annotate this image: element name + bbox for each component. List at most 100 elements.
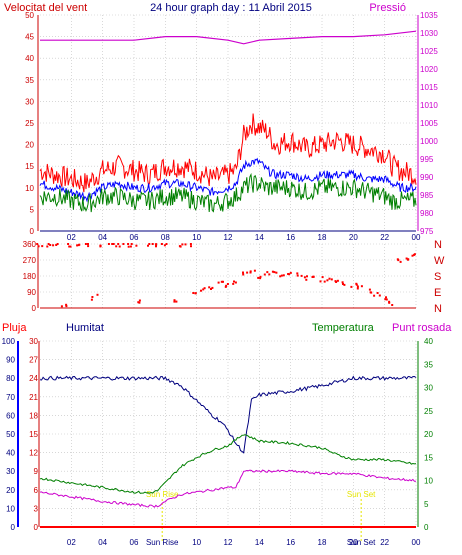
p3-x-tick: 04: [98, 538, 107, 547]
p1-left-tick: 45: [25, 33, 34, 42]
dewpoint-label: Punt rosada: [392, 322, 452, 334]
p2-direction-point: [266, 271, 269, 274]
p2-direction-point: [189, 243, 192, 245]
p2-direction-point: [321, 276, 324, 279]
p1-left-tick: 5: [30, 205, 35, 214]
p2-direction-point: [384, 298, 387, 301]
p2-direction-point: [151, 243, 154, 245]
p1-x-tick: 08: [161, 233, 170, 242]
p2-direction-point: [36, 243, 39, 245]
p3-temp-tick: 40: [424, 337, 433, 346]
p1-left-tick: 0: [30, 227, 35, 236]
p2-direction-point: [336, 279, 339, 282]
p2-direction-point: [90, 298, 93, 301]
p2-direction-point: [342, 283, 344, 285]
p3-humidity-tick: 60: [6, 411, 15, 420]
p1-right-tick: 1030: [420, 29, 438, 38]
p2-direction-point: [175, 300, 178, 303]
p2-direction-point: [356, 285, 359, 288]
p2-y-tick: 0: [32, 304, 37, 313]
p2-direction-point: [411, 254, 414, 257]
p2-direction-point: [112, 243, 115, 245]
wind-direction-panel: 0 N 90 E 180 S 270 W 360 N: [23, 239, 445, 315]
p2-direction-point: [355, 283, 358, 286]
p2-direction-point: [288, 273, 290, 276]
p2-direction-point: [68, 245, 71, 248]
p3-x-tick: 12: [224, 538, 233, 547]
temperature-humidity-panel: 0369121518212427300102030405060708090100…: [2, 337, 434, 547]
p1-left-tick: 20: [25, 141, 34, 150]
p3-series-Temperatura: [39, 434, 417, 494]
p2-direction-point: [399, 260, 402, 263]
p1-x-tick: 16: [286, 233, 295, 242]
p1-left-tick: 25: [25, 119, 34, 128]
rain-label: Pluja: [2, 322, 27, 334]
p2-compass-label: S: [434, 271, 441, 283]
p3-x-tick: 18: [318, 538, 327, 547]
p1-x-tick: 06: [130, 233, 139, 242]
p3-series-Punt rosada: [39, 469, 416, 508]
p2-direction-point: [350, 285, 353, 288]
p2-direction-point: [232, 282, 235, 285]
p1-x-tick: 04: [98, 233, 107, 242]
p2-direction-point: [234, 281, 237, 284]
p2-direction-point: [319, 280, 322, 283]
p3-humidity-tick: 30: [6, 467, 15, 476]
p3-x-tick: 10: [192, 538, 201, 547]
p3-humidity-tick: 0: [11, 523, 16, 532]
p2-direction-point: [405, 257, 408, 260]
p2-direction-point: [360, 285, 363, 288]
p3-humidity-tick: 90: [6, 356, 15, 365]
p2-direction-point: [69, 245, 72, 248]
p3-humidity-tick: 70: [6, 393, 15, 402]
p3-sun-axis-label: Sun Rise: [146, 538, 179, 547]
p2-direction-point: [190, 245, 192, 248]
p2-direction-point: [330, 278, 333, 281]
p2-direction-point: [300, 274, 303, 277]
p2-direction-point: [91, 296, 94, 298]
p3-rain-tick: 6: [34, 486, 39, 495]
p2-direction-point: [271, 270, 274, 273]
p2-direction-point: [129, 245, 132, 248]
p2-direction-point: [208, 286, 211, 289]
p2-direction-point: [155, 245, 157, 248]
p2-direction-point: [296, 272, 299, 275]
p1-x-tick: 10: [192, 233, 201, 242]
p2-direction-point: [369, 291, 372, 294]
p3-humidity-tick: 100: [2, 337, 16, 346]
p2-direction-point: [249, 270, 252, 273]
p1-right-tick: 1010: [420, 101, 438, 110]
p2-direction-point: [46, 245, 49, 248]
p3-sun-label: Sun Rise: [146, 490, 179, 499]
p2-direction-point: [233, 280, 235, 283]
p3-rain-tick: 27: [29, 356, 38, 365]
p3-rain-tick: 0: [34, 523, 39, 532]
p2-direction-point: [60, 305, 63, 308]
p2-direction-point: [84, 243, 87, 245]
p2-direction-point: [148, 243, 151, 245]
p2-direction-point: [217, 281, 220, 284]
p2-direction-point: [246, 271, 249, 274]
p3-rain-tick: 24: [29, 374, 38, 383]
p2-direction-point: [41, 245, 44, 248]
p2-direction-point: [249, 271, 252, 274]
p2-direction-point: [263, 273, 266, 276]
p2-direction-point: [385, 296, 387, 299]
p1-right-tick: 990: [420, 173, 434, 182]
p1-right-tick: 995: [420, 155, 434, 164]
p1-left-tick: 35: [25, 76, 34, 85]
p3-temp-tick: 15: [424, 453, 433, 462]
p2-direction-point: [257, 276, 260, 279]
p2-direction-point: [242, 273, 245, 276]
p2-direction-point: [111, 243, 114, 245]
p2-direction-point: [328, 277, 331, 280]
p1-x-tick: 02: [67, 233, 76, 242]
p1-right-tick: 975: [420, 227, 434, 236]
p3-humidity-tick: 80: [6, 374, 15, 383]
p2-direction-point: [127, 245, 130, 248]
p2-direction-point: [396, 258, 399, 261]
p2-direction-point: [242, 271, 244, 274]
p3-rain-tick: 30: [29, 337, 38, 346]
p3-humidity-tick: 20: [6, 486, 15, 495]
